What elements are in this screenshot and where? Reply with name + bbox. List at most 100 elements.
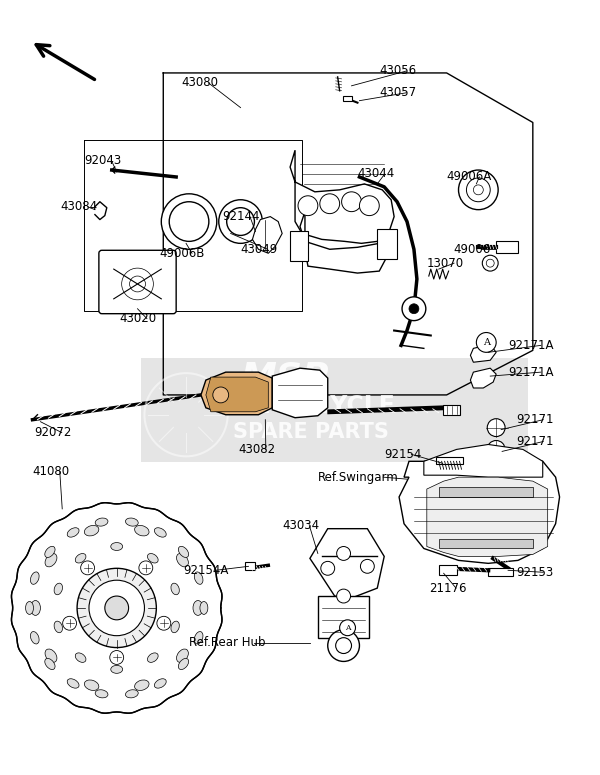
Ellipse shape — [148, 653, 158, 663]
Ellipse shape — [178, 659, 188, 670]
Ellipse shape — [134, 525, 149, 536]
Polygon shape — [11, 503, 222, 713]
Text: 43049: 43049 — [241, 243, 278, 256]
Text: 92144: 92144 — [223, 210, 260, 223]
Circle shape — [482, 255, 498, 271]
Circle shape — [458, 170, 498, 210]
Polygon shape — [496, 241, 518, 253]
Polygon shape — [310, 529, 384, 598]
Ellipse shape — [95, 518, 108, 526]
Polygon shape — [470, 344, 496, 362]
Text: 92171: 92171 — [516, 413, 553, 426]
Polygon shape — [427, 477, 548, 556]
Ellipse shape — [67, 679, 79, 688]
Circle shape — [487, 440, 505, 458]
Circle shape — [139, 561, 153, 575]
Circle shape — [466, 178, 490, 202]
Ellipse shape — [171, 621, 179, 632]
Circle shape — [321, 561, 335, 575]
Text: 92072: 92072 — [34, 426, 72, 439]
Ellipse shape — [125, 518, 138, 526]
Polygon shape — [399, 451, 560, 563]
Circle shape — [110, 650, 124, 664]
Text: 21176: 21176 — [429, 581, 466, 594]
Circle shape — [473, 185, 483, 195]
Text: 43082: 43082 — [239, 443, 275, 456]
Circle shape — [335, 638, 352, 653]
Circle shape — [105, 596, 128, 620]
Text: Ref.Rear Hub: Ref.Rear Hub — [189, 636, 266, 649]
Ellipse shape — [154, 528, 166, 537]
Ellipse shape — [178, 546, 188, 557]
Circle shape — [337, 546, 350, 560]
Ellipse shape — [171, 583, 179, 594]
FancyBboxPatch shape — [99, 250, 176, 314]
Polygon shape — [343, 96, 352, 101]
Text: 43057: 43057 — [379, 86, 416, 99]
Ellipse shape — [193, 601, 203, 615]
Circle shape — [80, 561, 95, 575]
Polygon shape — [300, 212, 389, 273]
Bar — [439, 539, 533, 549]
Circle shape — [62, 616, 77, 630]
Text: 49006A: 49006A — [446, 170, 492, 184]
Polygon shape — [439, 565, 457, 575]
Polygon shape — [201, 372, 272, 415]
Polygon shape — [424, 445, 543, 477]
Circle shape — [169, 202, 209, 241]
Polygon shape — [272, 368, 328, 418]
Ellipse shape — [176, 553, 188, 567]
Ellipse shape — [45, 649, 57, 663]
Polygon shape — [290, 232, 308, 261]
Text: 13070: 13070 — [427, 257, 464, 270]
Polygon shape — [377, 229, 397, 259]
Circle shape — [361, 560, 374, 574]
Ellipse shape — [125, 690, 138, 698]
Ellipse shape — [67, 528, 79, 537]
Circle shape — [328, 630, 359, 661]
Ellipse shape — [31, 632, 39, 644]
Polygon shape — [436, 457, 463, 464]
Text: 43020: 43020 — [119, 312, 157, 326]
Circle shape — [487, 418, 505, 436]
Ellipse shape — [31, 601, 40, 615]
Text: 92171A: 92171A — [508, 366, 554, 379]
Circle shape — [402, 297, 426, 321]
Ellipse shape — [194, 572, 203, 584]
Circle shape — [77, 568, 157, 648]
Circle shape — [337, 589, 350, 603]
Bar — [439, 487, 533, 497]
Ellipse shape — [54, 621, 62, 632]
Circle shape — [219, 200, 262, 243]
Text: MSP: MSP — [241, 361, 329, 395]
Text: SPARE PARTS: SPARE PARTS — [233, 422, 389, 442]
Circle shape — [161, 194, 217, 250]
Ellipse shape — [75, 553, 86, 563]
Circle shape — [359, 196, 379, 215]
Ellipse shape — [134, 680, 149, 691]
Text: A: A — [483, 338, 490, 347]
Polygon shape — [206, 377, 268, 412]
Polygon shape — [245, 563, 256, 570]
Polygon shape — [253, 216, 282, 253]
Text: 43044: 43044 — [358, 167, 395, 181]
Ellipse shape — [54, 583, 62, 594]
Ellipse shape — [148, 553, 158, 563]
Bar — [142, 358, 528, 463]
Ellipse shape — [75, 653, 86, 663]
Circle shape — [320, 194, 340, 214]
Ellipse shape — [45, 659, 55, 670]
Text: 43056: 43056 — [379, 64, 416, 78]
Circle shape — [341, 192, 361, 212]
Ellipse shape — [31, 572, 39, 584]
Polygon shape — [290, 150, 394, 243]
Text: 92171: 92171 — [516, 435, 553, 448]
Text: MOTORCYCLE: MOTORCYCLE — [216, 394, 395, 418]
Text: 43034: 43034 — [282, 519, 319, 532]
Circle shape — [298, 196, 318, 215]
Text: 41080: 41080 — [32, 465, 70, 477]
Ellipse shape — [85, 525, 99, 536]
Circle shape — [157, 616, 171, 630]
Ellipse shape — [194, 632, 203, 644]
Circle shape — [213, 387, 229, 403]
